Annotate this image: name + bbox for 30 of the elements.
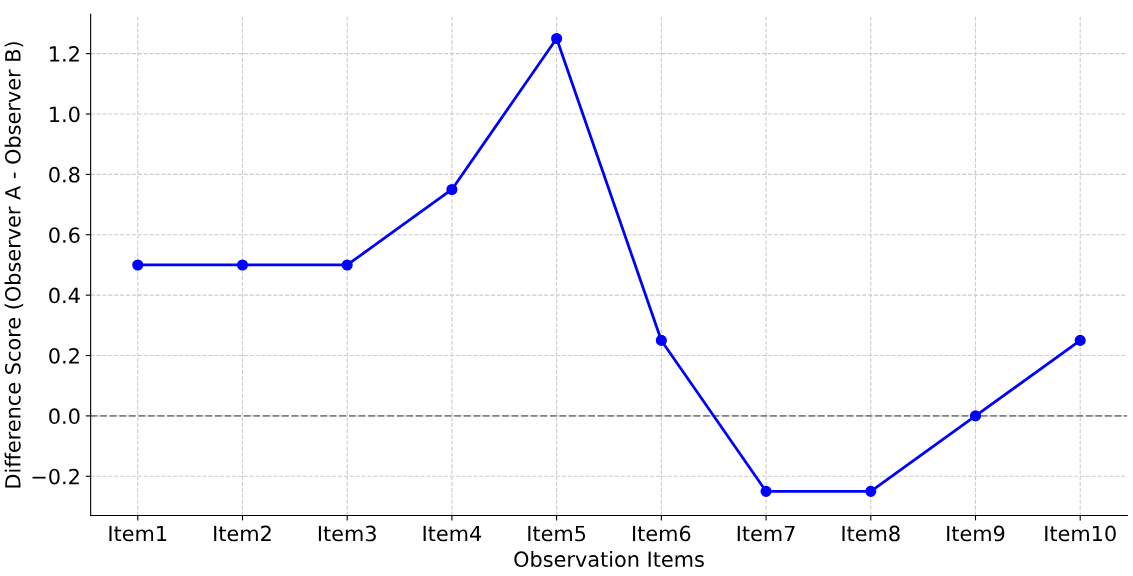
x-tick-label: Item8 — [842, 525, 900, 542]
y-tick-label: 1.2 — [50, 46, 79, 62]
y-tick-label: 0.6 — [49, 227, 80, 243]
x-tick-label: Item10 — [1045, 525, 1116, 542]
x-tick-label: Item4 — [423, 525, 482, 542]
point — [551, 32, 563, 45]
y-axis-title: Difference Score (Observer A - Observer B) — [4, 42, 24, 488]
y-tick-label: −0.2 — [32, 468, 79, 485]
x-tick-label: Item7 — [737, 525, 795, 542]
x-tick-label: Item3 — [318, 525, 376, 542]
point — [655, 334, 667, 346]
point — [1074, 334, 1086, 346]
point — [446, 183, 458, 196]
x-tick-label: Item9 — [947, 525, 1005, 542]
point — [760, 485, 772, 497]
y-tick-label: 0.8 — [49, 166, 80, 183]
y-tick-label: 0.4 — [49, 287, 80, 304]
point — [865, 485, 877, 497]
x-tick-label: Item1 — [109, 525, 167, 542]
x-tick-label: Item5 — [528, 525, 586, 542]
x-tick-label: Item2 — [214, 525, 271, 542]
point — [132, 259, 144, 271]
y-tick-label: 0.2 — [49, 347, 79, 364]
point — [236, 259, 249, 271]
x-tick-label: Item6 — [633, 525, 691, 542]
point — [969, 410, 982, 422]
point — [341, 259, 353, 271]
y-tick-label: 1.0 — [50, 106, 80, 123]
x-axis-title: Observation Items — [514, 550, 704, 568]
y-tick-label: 0.0 — [49, 408, 80, 425]
